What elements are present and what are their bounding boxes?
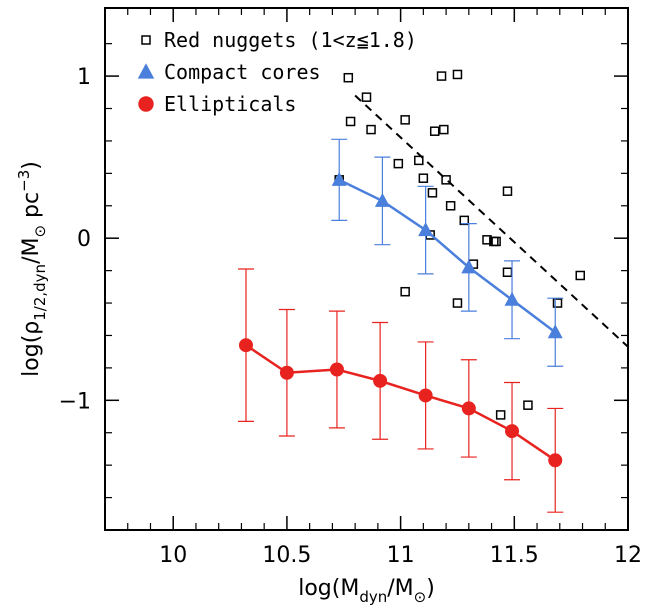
x-tick-label: 11.5 (490, 543, 539, 568)
x-axis-label-part: ⊙ (414, 588, 427, 606)
y-axis-label-part: ρ (19, 321, 44, 335)
square-marker (445, 201, 456, 211)
y-axis-label: log(ρ1/2,dyn/M⊙ pc−3) (15, 161, 49, 377)
circle-marker (548, 453, 563, 468)
x-tick-label: 10.5 (262, 543, 311, 568)
y-axis-label-part: ) (19, 161, 44, 170)
y-axis-label-part: ⊙ (31, 225, 49, 238)
x-tick-label: 12 (614, 543, 642, 568)
y-axis-label-part: log( (19, 335, 44, 377)
x-tick-label: 10 (159, 543, 187, 568)
x-axis-label-part: /M (387, 576, 413, 601)
square-marker (459, 215, 470, 226)
square-marker (427, 188, 438, 198)
circle-marker (373, 373, 388, 388)
triangle-marker (374, 192, 390, 207)
legend-label: Ellipticals (164, 92, 296, 116)
square-marker (491, 236, 501, 247)
y-axis-label-part: 1/2,dyn (31, 264, 49, 321)
legend-marker (138, 96, 154, 112)
circle-marker (418, 388, 433, 403)
triangle-marker (461, 259, 477, 274)
square-marker (418, 173, 429, 183)
circle-marker (461, 401, 476, 416)
square-marker (366, 124, 376, 135)
x-axis-label-part: dyn (359, 588, 387, 606)
x-axis-label-part: ) (426, 576, 435, 601)
legend-marker (137, 63, 155, 79)
square-marker (429, 126, 440, 136)
square-marker (343, 72, 354, 83)
circle-marker (505, 424, 520, 439)
triangle-marker (504, 291, 520, 306)
square-marker (452, 69, 463, 80)
circle-marker (279, 365, 294, 380)
x-tick-label: 11 (387, 543, 415, 568)
square-marker (439, 124, 449, 135)
square-marker (452, 298, 463, 308)
square-marker (345, 116, 356, 127)
circle-marker (238, 338, 253, 353)
square-marker (361, 92, 372, 102)
legend-label: Red nuggets (1<z≦1.8) (164, 28, 417, 52)
legend-marker (141, 35, 151, 45)
square-marker (575, 270, 585, 281)
square-marker (393, 158, 404, 169)
square-marker (414, 155, 424, 166)
legend-label: Compact cores (164, 60, 321, 84)
y-tick-label: −1 (59, 389, 91, 414)
x-axis-label-part: log(M (298, 576, 359, 601)
y-axis-label-part: −3 (15, 170, 33, 192)
dashed-line (354, 94, 629, 348)
square-marker (400, 115, 410, 125)
square-marker (523, 400, 533, 410)
triangle-marker (547, 324, 563, 339)
triangle-marker (331, 171, 347, 186)
square-marker (436, 71, 447, 81)
square-marker (482, 235, 492, 245)
triangle-marker (418, 222, 434, 237)
square-marker (552, 298, 563, 308)
y-axis-label-part: pc (19, 192, 44, 225)
series-line (245, 344, 556, 462)
circle-marker (329, 362, 344, 377)
y-tick-label: 0 (77, 227, 91, 252)
y-axis-label-part: /M (19, 238, 44, 264)
series-line (338, 178, 556, 334)
y-tick-label: 1 (77, 65, 91, 90)
plot-frame (104, 7, 629, 531)
square-marker (502, 186, 513, 196)
square-marker (502, 267, 513, 277)
square-marker (441, 175, 451, 185)
x-axis-label: log(Mdyn/M⊙) (298, 576, 435, 606)
square-marker (400, 286, 410, 297)
square-marker (495, 410, 506, 420)
